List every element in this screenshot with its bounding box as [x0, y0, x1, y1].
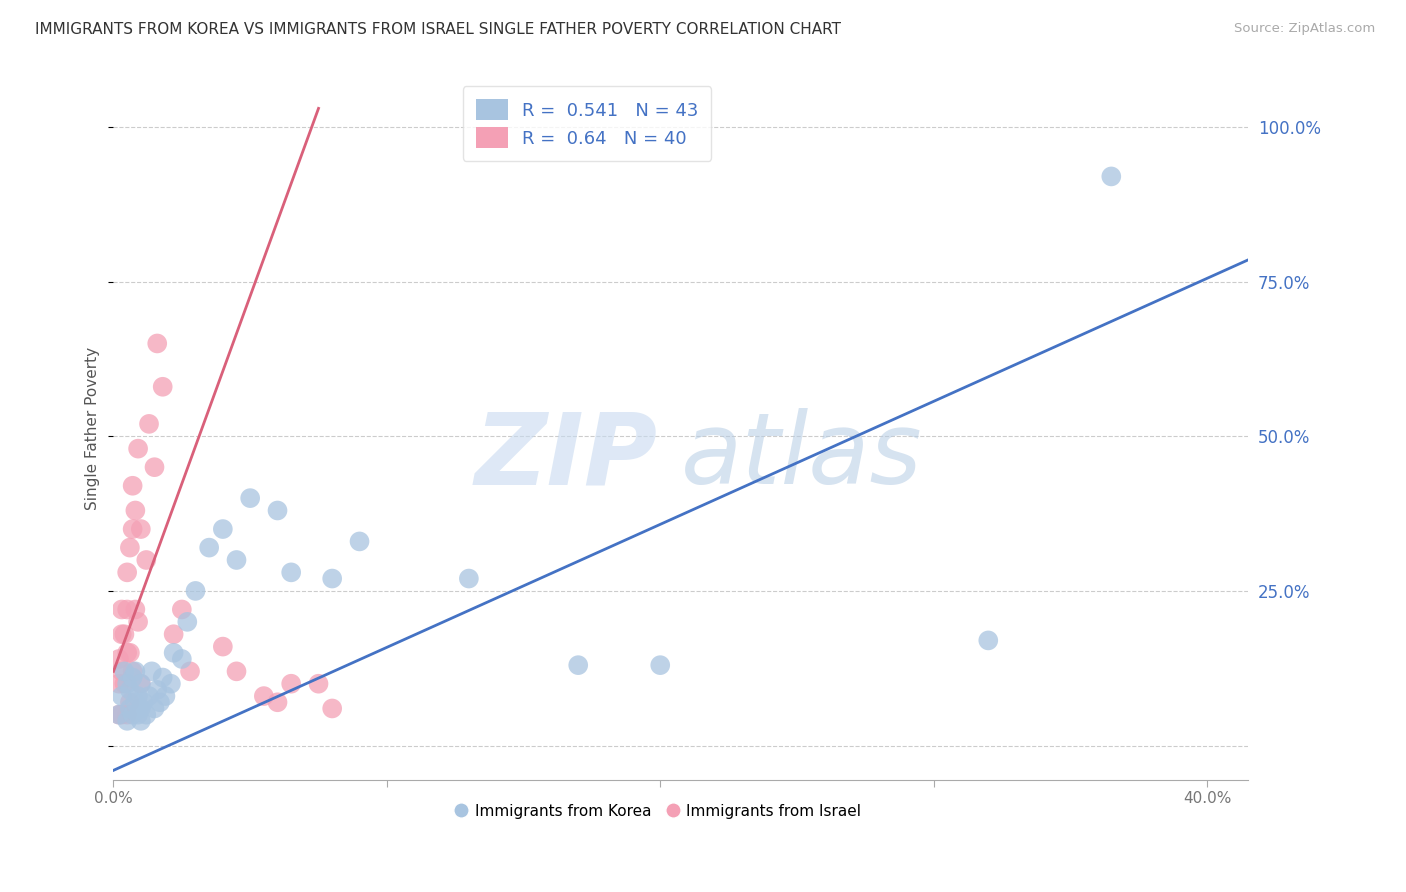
Point — [179, 665, 201, 679]
Point — [115, 676, 138, 690]
Point — [349, 534, 371, 549]
Point — [146, 682, 169, 697]
Point — [115, 714, 138, 728]
Text: atlas: atlas — [681, 409, 922, 505]
Point — [127, 615, 149, 629]
Point — [127, 442, 149, 456]
Point — [162, 646, 184, 660]
Point — [127, 689, 149, 703]
Point — [129, 676, 152, 690]
Point — [162, 627, 184, 641]
Point — [176, 615, 198, 629]
Point — [111, 665, 134, 679]
Point — [650, 658, 672, 673]
Point — [112, 665, 135, 679]
Point — [112, 627, 135, 641]
Point — [149, 695, 172, 709]
Point — [211, 640, 233, 654]
Point — [124, 665, 146, 679]
Point — [121, 707, 143, 722]
Point — [184, 583, 207, 598]
Point — [308, 676, 330, 690]
Point — [118, 695, 141, 709]
Point — [108, 652, 131, 666]
Point — [115, 602, 138, 616]
Point — [127, 707, 149, 722]
Point — [118, 682, 141, 697]
Point — [111, 627, 134, 641]
Point — [280, 566, 302, 580]
Point — [115, 707, 138, 722]
Point — [124, 503, 146, 517]
Point — [108, 676, 131, 690]
Point — [239, 491, 262, 505]
Point — [138, 417, 160, 431]
Point — [129, 676, 152, 690]
Point — [138, 689, 160, 703]
Point — [115, 646, 138, 660]
Point — [111, 689, 134, 703]
Point — [118, 541, 141, 555]
Point — [170, 602, 193, 616]
Point — [266, 695, 288, 709]
Point — [115, 566, 138, 580]
Point — [152, 671, 174, 685]
Point — [211, 522, 233, 536]
Point — [225, 665, 247, 679]
Point — [111, 707, 134, 722]
Point — [129, 714, 152, 728]
Point — [146, 336, 169, 351]
Point — [977, 633, 1000, 648]
Point — [1099, 169, 1122, 184]
Y-axis label: Single Father Poverty: Single Father Poverty — [86, 347, 100, 510]
Point — [121, 665, 143, 679]
Legend: Immigrants from Korea, Immigrants from Israel: Immigrants from Korea, Immigrants from I… — [449, 797, 868, 824]
Point — [266, 503, 288, 517]
Point — [121, 671, 143, 685]
Point — [108, 707, 131, 722]
Point — [198, 541, 221, 555]
Point — [121, 522, 143, 536]
Point — [121, 479, 143, 493]
Point — [132, 695, 155, 709]
Point — [135, 553, 157, 567]
Point — [155, 689, 177, 703]
Text: ZIP: ZIP — [475, 409, 658, 505]
Point — [124, 695, 146, 709]
Point — [280, 676, 302, 690]
Point — [160, 676, 183, 690]
Point — [143, 701, 166, 715]
Point — [253, 689, 276, 703]
Point — [143, 460, 166, 475]
Point — [108, 707, 131, 722]
Point — [321, 701, 343, 715]
Text: Source: ZipAtlas.com: Source: ZipAtlas.com — [1234, 22, 1375, 36]
Point — [152, 380, 174, 394]
Point — [567, 658, 589, 673]
Point — [124, 602, 146, 616]
Point — [129, 522, 152, 536]
Point — [129, 701, 152, 715]
Point — [141, 665, 163, 679]
Point — [118, 701, 141, 715]
Point — [225, 553, 247, 567]
Point — [170, 652, 193, 666]
Text: IMMIGRANTS FROM KOREA VS IMMIGRANTS FROM ISRAEL SINGLE FATHER POVERTY CORRELATIO: IMMIGRANTS FROM KOREA VS IMMIGRANTS FROM… — [35, 22, 841, 37]
Point — [118, 646, 141, 660]
Point — [135, 707, 157, 722]
Point — [321, 572, 343, 586]
Point — [457, 572, 479, 586]
Point — [112, 676, 135, 690]
Point — [111, 602, 134, 616]
